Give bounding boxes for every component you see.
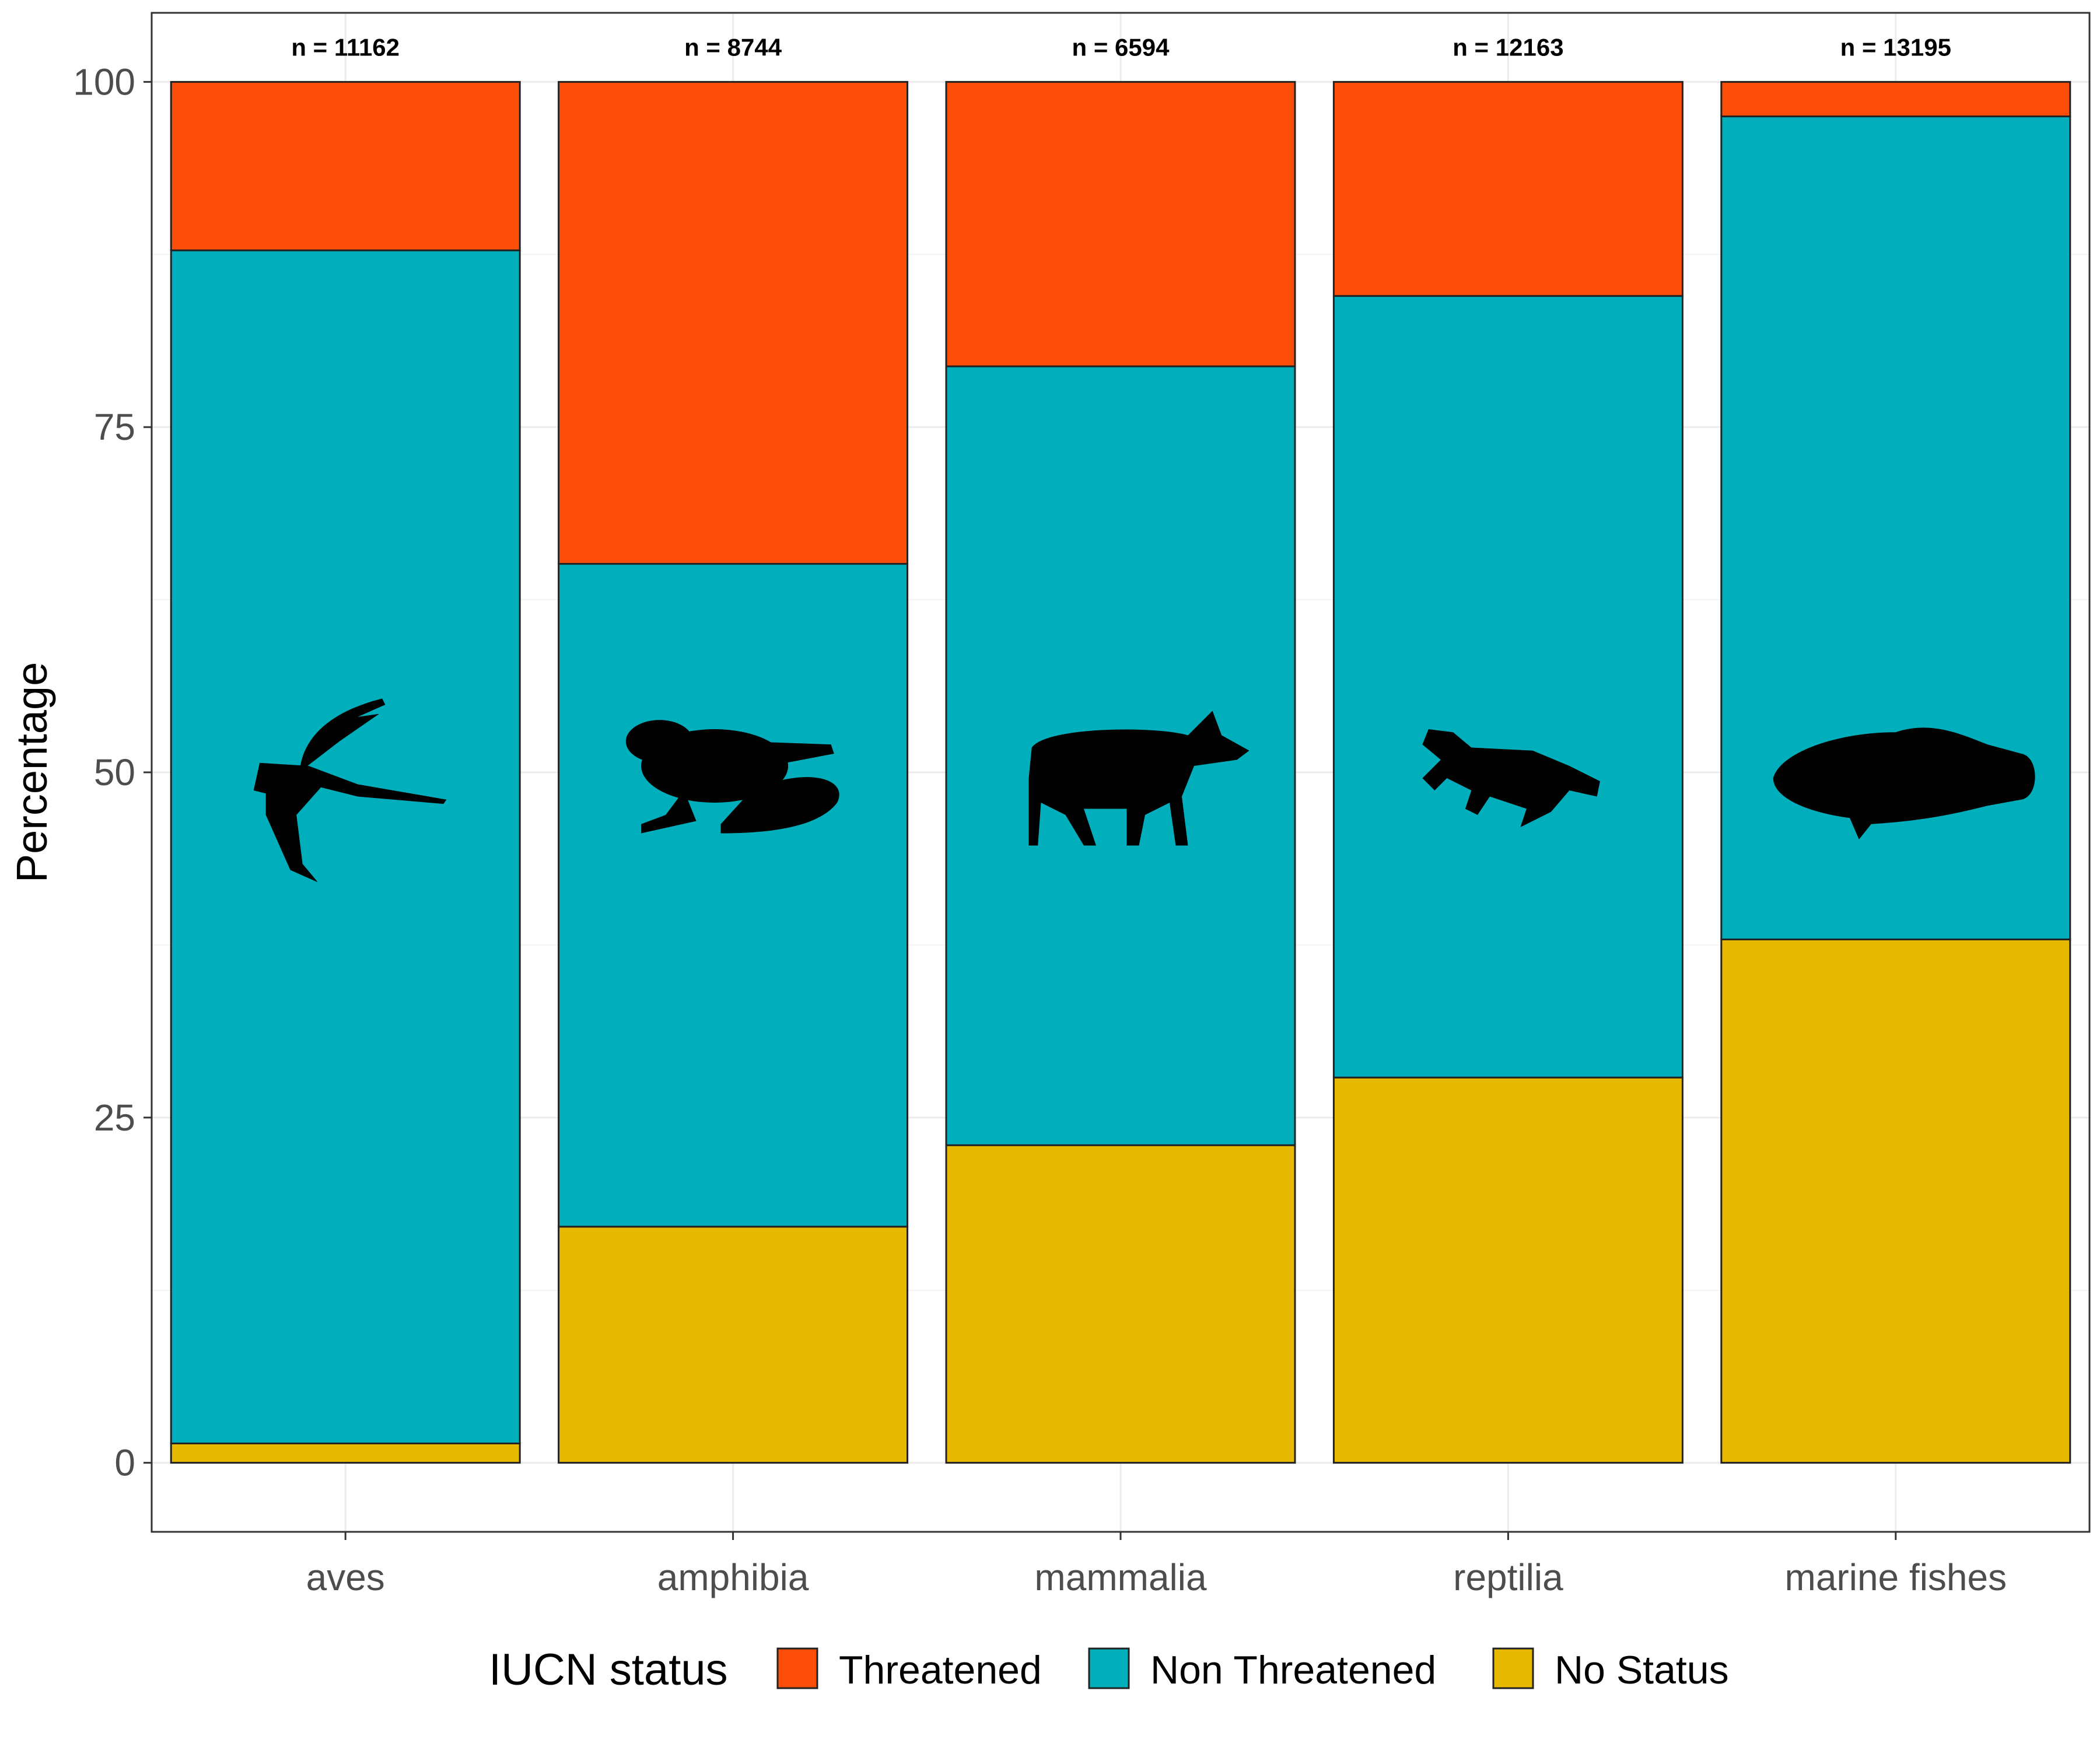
bar-segment-threatened [1332,80,1684,297]
legend-key-no-status [1492,1647,1534,1689]
y-tick-label: 50 [94,751,135,793]
bar-segment-no-status [558,1226,909,1464]
icons-layer [253,698,2035,883]
sample-size-label: n = 13195 [1840,33,1951,61]
sample-size-labels: n = 11162 n = 8744 n = 6594 n = 12163 n = 13… [291,33,1951,61]
legend-label-no-status: No Status [1555,1648,1729,1692]
sample-size-label: n = 11162 [291,33,400,61]
frog-front-leg-shape [641,790,696,834]
fish-body-shape [1773,727,2035,839]
wolf-body-shape [1028,710,1250,846]
bar-segment-no-status [1332,1076,1684,1464]
legend: IUCN status Threatened Non Threatened No St… [489,1645,1729,1695]
sample-size-label: n = 8744 [684,33,782,61]
fish-silhouette-icon [1773,727,2035,839]
bird-silhouette-icon [253,698,447,883]
legend-key-non-threatened [1088,1647,1130,1689]
y-tick-label: 100 [73,61,135,103]
wolf-silhouette-icon [1028,710,1250,846]
y-tick-label: 75 [94,406,135,448]
sample-size-label: n = 6594 [1072,33,1170,61]
bar-segment-no-status [1720,938,2071,1464]
legend-label-non-threatened: Non Threatened [1150,1648,1436,1692]
lizard-silhouette-icon [1422,729,1600,827]
legend-label-threatened: Threatened [839,1648,1042,1692]
bar-segment-threatened [1720,80,2071,118]
frog-head-shape [625,720,694,763]
x-tick-label: aves [306,1556,385,1598]
bar-segment-no-status [945,1144,1296,1464]
y-tick-label: 0 [114,1442,135,1484]
bird-body-shape [253,762,447,883]
bar-segment-threatened [170,80,521,251]
frog-leg-shape [720,777,839,834]
legend-key-threatened [776,1647,818,1689]
sample-size-label: n = 12163 [1452,33,1563,61]
bar-segment-non-threatened [170,249,521,1444]
bar-segment-threatened [945,80,1296,368]
axes-layer: 0 25 50 75 100 aves amphibia mammalia reptilia ma… [8,12,2091,1598]
x-tick-label: reptilia [1453,1556,1563,1598]
x-tick-label: marine fishes [1785,1556,2007,1598]
frog-arm-shape [745,741,834,766]
bar-segment-threatened [558,80,909,565]
y-axis-title: Percentage [8,662,56,883]
frog-silhouette-icon [625,720,839,834]
legend-title: IUCN status [489,1645,728,1695]
lizard-body-shape [1422,729,1600,827]
bar-segment-no-status [170,1442,521,1464]
x-tick-label: amphibia [657,1556,809,1598]
y-tick-label: 25 [94,1097,135,1139]
bird-wing-shape [299,698,386,772]
bar-segment-non-threatened [558,563,909,1228]
bar-segment-non-threatened [1332,295,1684,1079]
x-tick-label: mammalia [1034,1556,1207,1598]
